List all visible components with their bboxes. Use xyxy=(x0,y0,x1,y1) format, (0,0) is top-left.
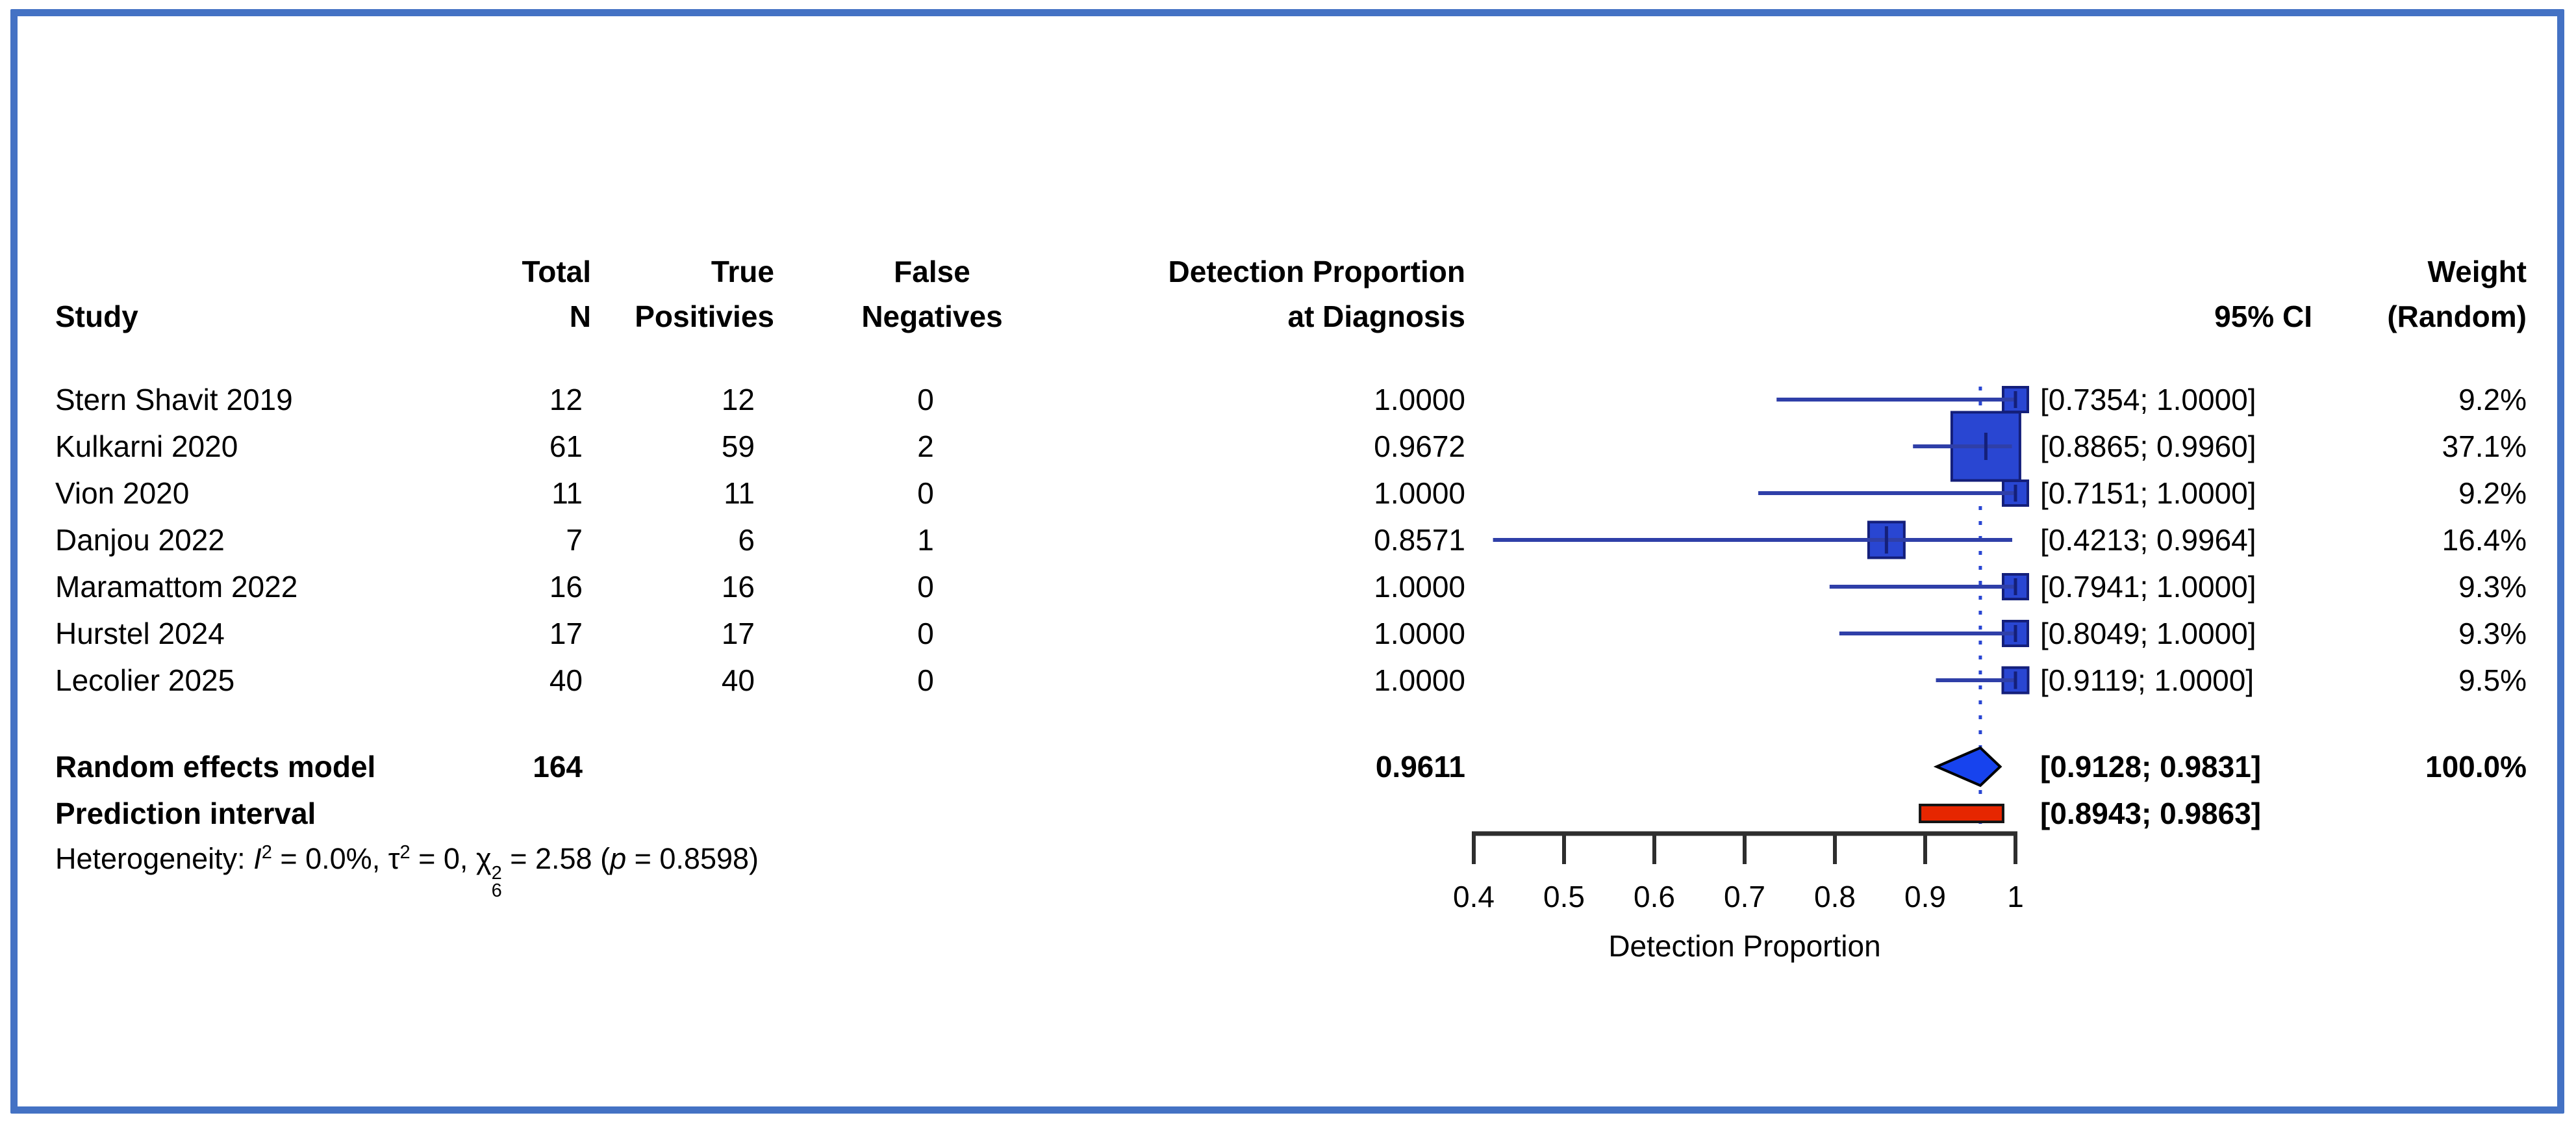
total-n-value: 12 xyxy=(549,383,583,416)
tau-squared-exponent: 2 xyxy=(399,842,410,863)
col-header-n: N xyxy=(569,300,591,333)
heterogeneity-prefix: Heterogeneity: xyxy=(55,842,254,875)
false-negatives-value: 1 xyxy=(917,523,934,557)
weight-value: 37.1% xyxy=(2442,429,2527,463)
x-tick-label: 0.4 xyxy=(1453,880,1495,913)
col-header-at-diagnosis: at Diagnosis xyxy=(1287,300,1465,333)
tau-squared-value: = 0, xyxy=(410,842,476,875)
proportion-value: 1.0000 xyxy=(1374,663,1465,697)
total-n-value: 11 xyxy=(551,476,583,510)
study-name: Lecolier 2025 xyxy=(55,663,235,697)
ci-value: [0.4213; 0.9964] xyxy=(2040,523,2256,557)
prediction-interval-bar xyxy=(1919,804,2004,823)
prediction-interval-label: Prediction interval xyxy=(55,797,316,830)
ci-value: [0.8865; 0.9960] xyxy=(2040,429,2256,463)
col-header-ci: 95% CI xyxy=(2214,300,2312,333)
col-header-false: False xyxy=(894,255,970,288)
true-positives-value: 11 xyxy=(724,476,755,510)
tau-squared-symbol: τ xyxy=(388,842,400,875)
study-name: Maramattom 2022 xyxy=(55,570,298,604)
false-negatives-value: 0 xyxy=(917,476,934,510)
x-tick-label: 0.8 xyxy=(1814,880,1856,913)
figure-border xyxy=(10,9,2564,1114)
proportion-value: 1.0000 xyxy=(1374,617,1465,650)
true-positives-value: 6 xyxy=(738,523,755,557)
total-n-value: 17 xyxy=(549,617,583,650)
true-positives-value: 16 xyxy=(721,570,755,604)
total-n-value: 16 xyxy=(549,570,583,604)
study-name: Vion 2020 xyxy=(55,476,190,510)
true-positives-value: 17 xyxy=(721,617,755,650)
weight-value: 9.2% xyxy=(2458,383,2527,416)
false-negatives-value: 0 xyxy=(917,617,934,650)
false-negatives-value: 0 xyxy=(917,663,934,697)
weight-value: 9.3% xyxy=(2458,617,2527,650)
chi-squared-symbol: χ xyxy=(475,842,492,875)
col-header-positives: Positivies xyxy=(635,300,774,333)
random-effects-proportion: 0.9611 xyxy=(1375,750,1465,784)
random-effects-ci: [0.9128; 0.9831] xyxy=(2040,750,2262,784)
x-tick-label: 0.7 xyxy=(1724,880,1765,913)
col-header-weight: Weight xyxy=(2427,255,2527,288)
x-tick-label: 0.6 xyxy=(1634,880,1675,913)
p-symbol: p xyxy=(610,842,627,875)
proportion-value: 1.0000 xyxy=(1374,570,1465,604)
pooled-diamond xyxy=(1933,746,2002,787)
random-effects-weight: 100.0% xyxy=(2425,750,2527,784)
total-n-value: 61 xyxy=(549,429,583,463)
ci-value: [0.7151; 1.0000] xyxy=(2040,476,2256,510)
p-value: = 0.8598) xyxy=(626,842,759,875)
random-effects-total-n: 164 xyxy=(533,750,583,784)
proportion-value: 0.9672 xyxy=(1374,429,1465,463)
col-header-detection-proportion: Detection Proportion xyxy=(1168,255,1465,288)
ci-value: [0.7941; 1.0000] xyxy=(2040,570,2256,604)
chi-squared-df: 6 xyxy=(491,880,502,901)
chi-squared-exponent: 2 xyxy=(491,863,502,884)
total-n-value: 40 xyxy=(549,663,583,697)
false-negatives-value: 0 xyxy=(917,570,934,604)
study-name: Kulkarni 2020 xyxy=(55,429,238,463)
col-header-study: Study xyxy=(55,300,138,333)
false-negatives-value: 0 xyxy=(917,383,934,416)
true-positives-value: 40 xyxy=(721,663,755,697)
study-name: Hurstel 2024 xyxy=(55,617,225,650)
x-tick-label: 0.9 xyxy=(1904,880,1946,913)
i-squared-value: = 0.0%, xyxy=(271,842,388,875)
i-squared-symbol: I xyxy=(253,842,262,875)
proportion-value: 0.8571 xyxy=(1374,523,1465,557)
total-n-value: 7 xyxy=(566,523,583,557)
weight-value: 9.2% xyxy=(2458,476,2527,510)
weight-value: 9.5% xyxy=(2458,663,2527,697)
proportion-value: 1.0000 xyxy=(1374,383,1465,416)
random-effects-label: Random effects model xyxy=(55,750,376,784)
study-name: Danjou 2022 xyxy=(55,523,225,557)
ci-value: [0.7354; 1.0000] xyxy=(2040,383,2256,416)
x-tick-label: 0.5 xyxy=(1543,880,1585,913)
true-positives-value: 12 xyxy=(721,383,755,416)
x-axis-title: Detection Proportion xyxy=(1608,929,1881,963)
study-name: Stern Shavit 2019 xyxy=(55,383,293,416)
ci-value: [0.8049; 1.0000] xyxy=(2040,617,2256,650)
chi-squared-value: = 2.58 ( xyxy=(501,842,611,875)
weight-value: 9.3% xyxy=(2458,570,2527,604)
col-header-total: Total xyxy=(522,255,591,288)
false-negatives-value: 2 xyxy=(917,429,934,463)
ci-value: [0.9119; 1.0000] xyxy=(2040,663,2254,697)
col-header-negatives: Negatives xyxy=(861,300,1003,333)
i-squared-exponent: 2 xyxy=(261,842,272,863)
proportion-value: 1.0000 xyxy=(1374,476,1465,510)
col-header-weight-random: (Random) xyxy=(2387,300,2527,333)
true-positives-value: 59 xyxy=(721,429,755,463)
x-tick-label: 1 xyxy=(2007,880,2024,913)
col-header-true: True xyxy=(711,255,774,288)
prediction-interval-ci: [0.8943; 0.9863] xyxy=(2040,797,2262,830)
weight-value: 16.4% xyxy=(2442,523,2527,557)
